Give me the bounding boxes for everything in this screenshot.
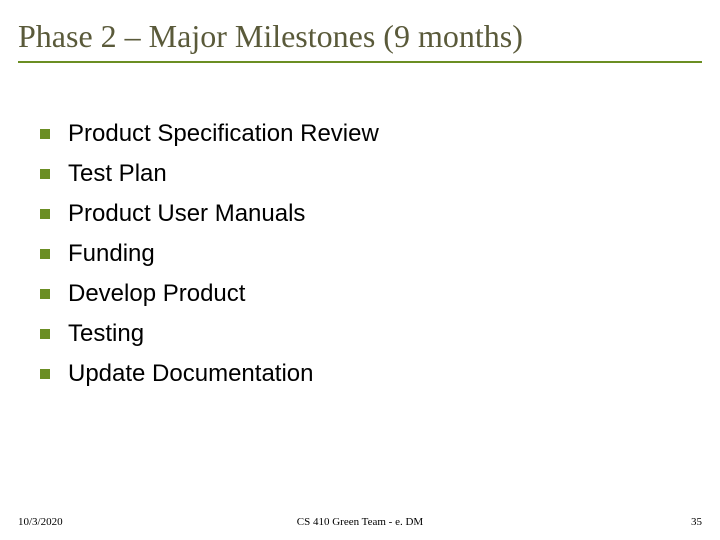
square-bullet-icon	[40, 249, 50, 259]
footer: 10/3/2020 CS 410 Green Team - e. DM 35	[18, 512, 702, 532]
square-bullet-icon	[40, 209, 50, 219]
bullet-item: Develop Product	[40, 280, 680, 308]
bullet-item: Test Plan	[40, 160, 680, 188]
title-container: Phase 2 – Major Milestones (9 months)	[18, 18, 702, 63]
square-bullet-icon	[40, 129, 50, 139]
bullet-item: Funding	[40, 240, 680, 268]
bullet-item: Product User Manuals	[40, 200, 680, 228]
bullet-text: Testing	[68, 320, 144, 348]
square-bullet-icon	[40, 369, 50, 379]
content-area: Product Specification Review Test Plan Pro…	[40, 120, 680, 400]
bullet-item: Update Documentation	[40, 360, 680, 388]
square-bullet-icon	[40, 289, 50, 299]
square-bullet-icon	[40, 169, 50, 179]
bullet-item: Testing	[40, 320, 680, 348]
bullet-text: Develop Product	[68, 280, 245, 308]
bullet-text: Product Specification Review	[68, 120, 379, 148]
bullet-item: Product Specification Review	[40, 120, 680, 148]
square-bullet-icon	[40, 329, 50, 339]
bullet-text: Update Documentation	[68, 360, 313, 388]
bullet-text: Test Plan	[68, 160, 167, 188]
bullet-list: Product Specification Review Test Plan Pro…	[40, 120, 680, 388]
footer-center: CS 410 Green Team - e. DM	[18, 516, 702, 528]
bullet-text: Product User Manuals	[68, 200, 305, 228]
slide: Phase 2 – Major Milestones (9 months) Pr…	[0, 0, 720, 540]
slide-title: Phase 2 – Major Milestones (9 months)	[18, 18, 702, 63]
bullet-text: Funding	[68, 240, 155, 268]
